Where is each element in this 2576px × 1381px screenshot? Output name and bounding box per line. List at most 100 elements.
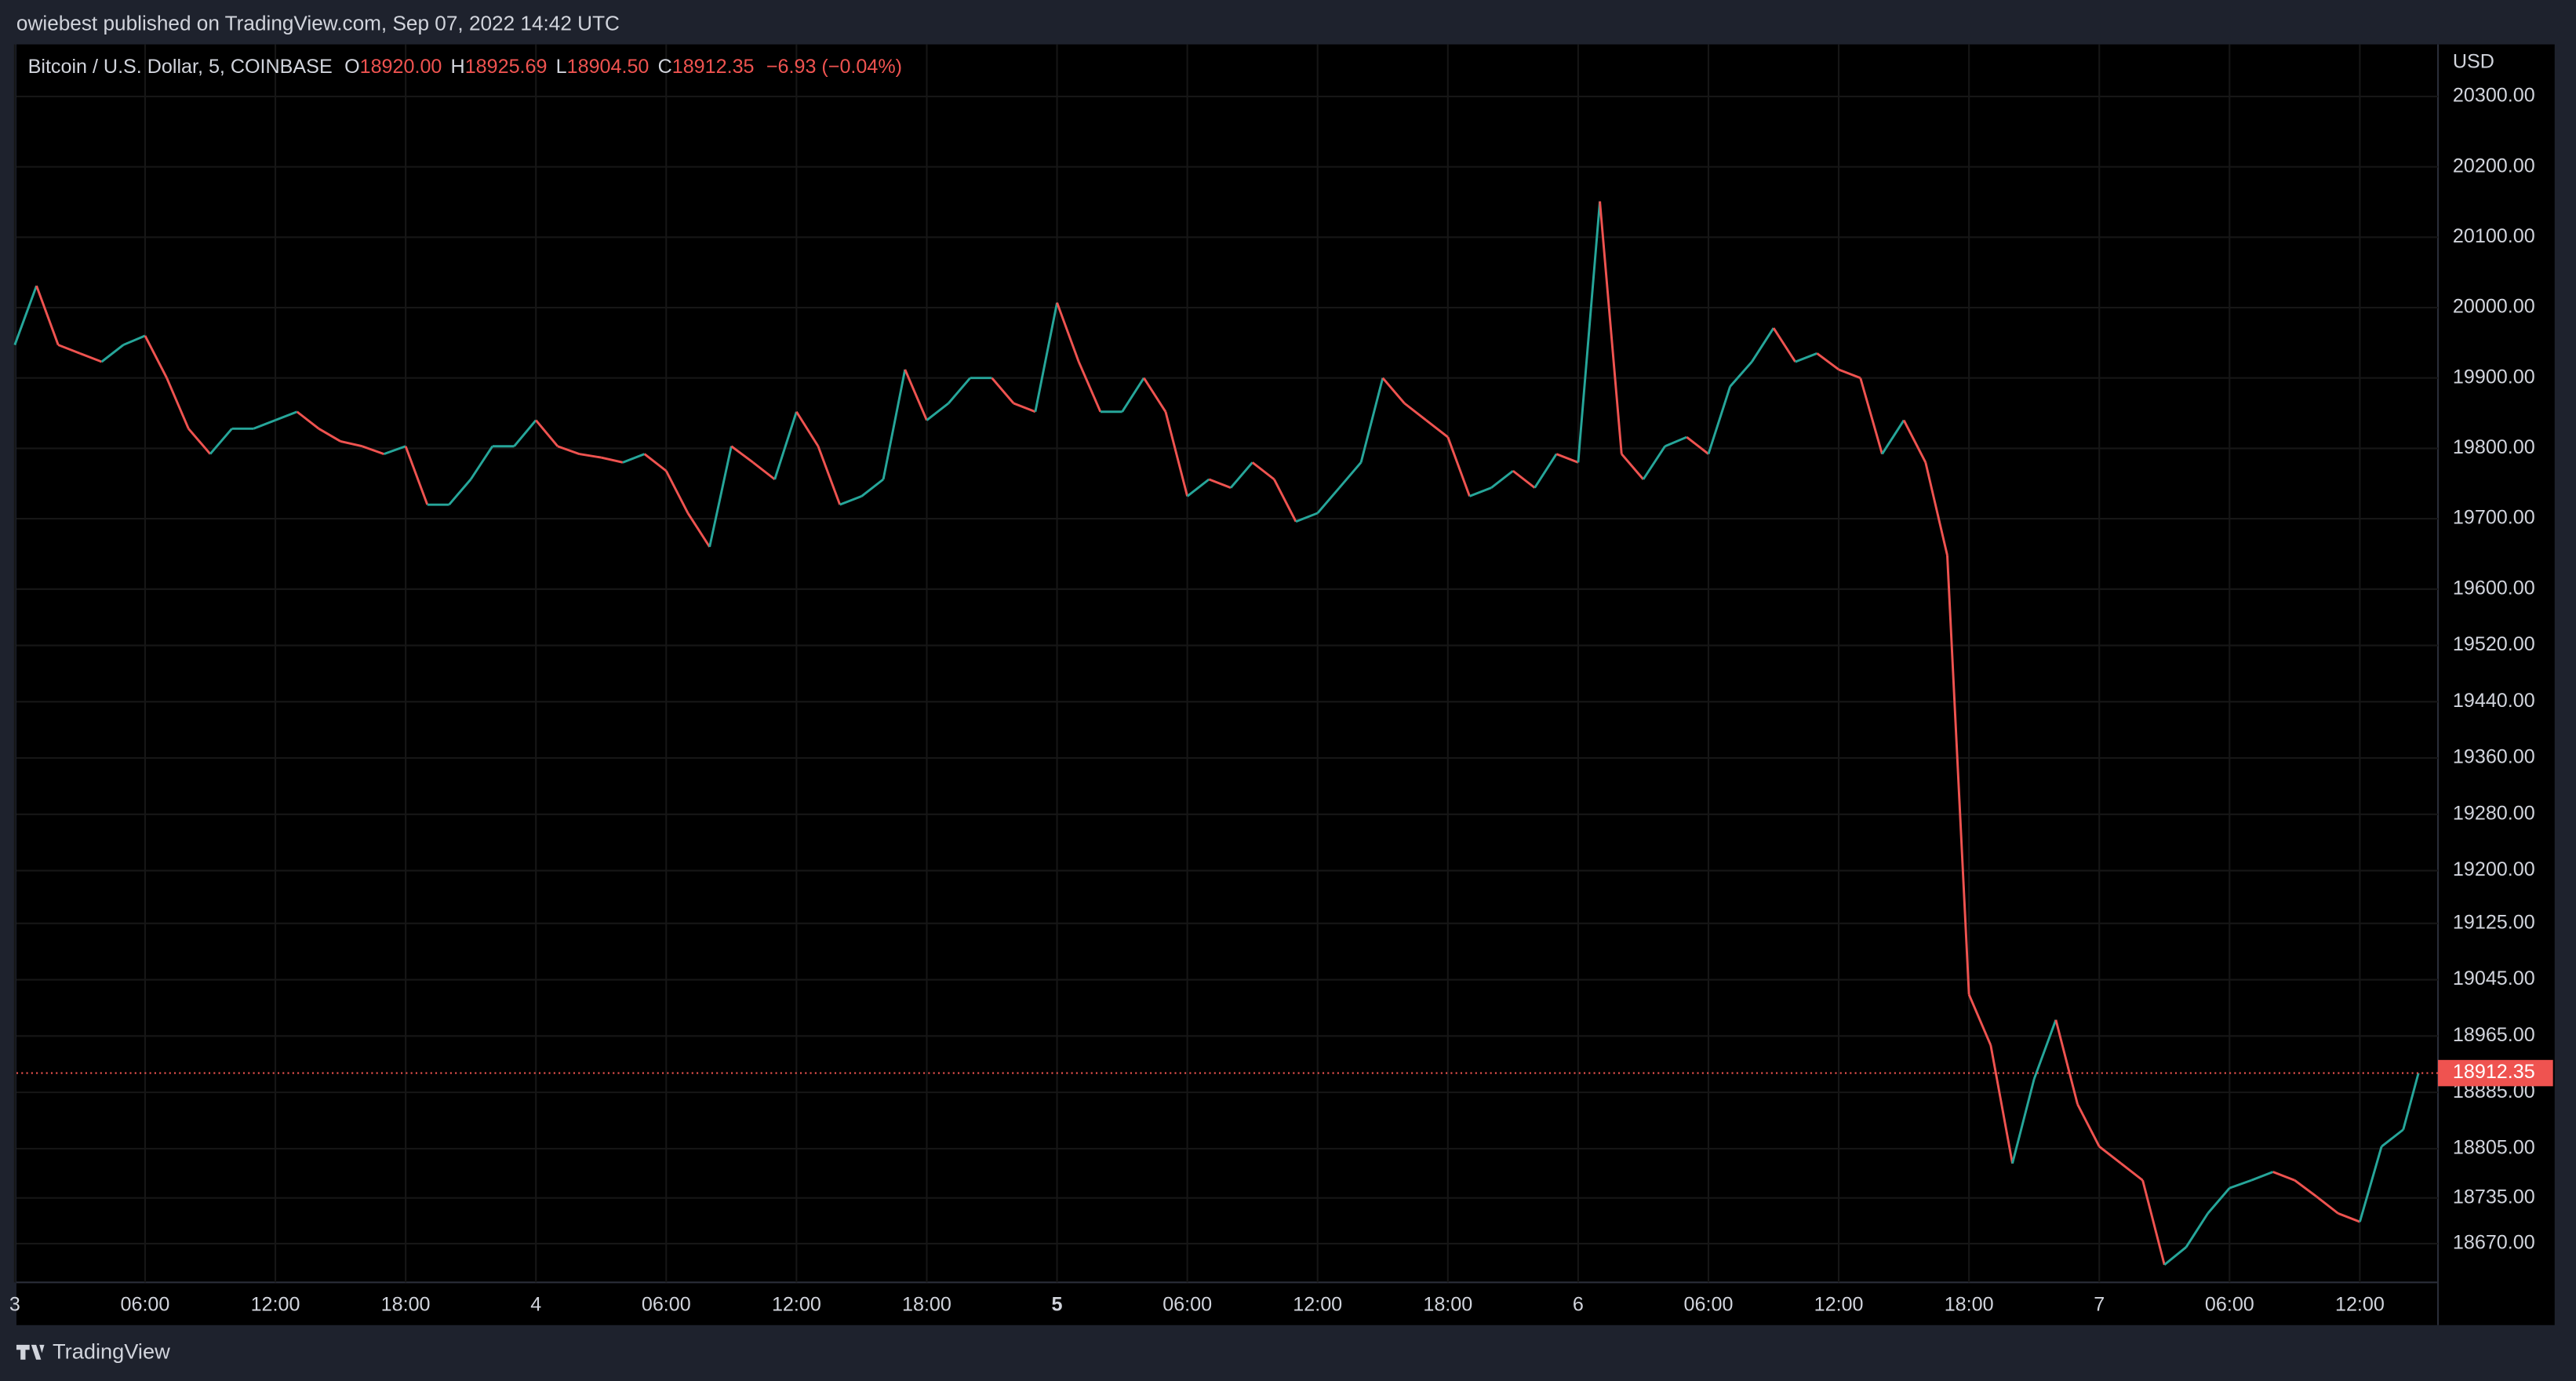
y-tick-label: 19800.00 (2453, 436, 2535, 458)
brand-logo (16, 1344, 45, 1360)
price-segment (166, 377, 190, 429)
price-segment (2338, 1212, 2360, 1223)
price-segment (2316, 1195, 2339, 1215)
price-segment (2032, 1019, 2058, 1080)
y-tick-label: 18965.00 (2453, 1024, 2535, 1046)
price-segment (448, 478, 472, 506)
price-segment (2272, 1171, 2295, 1182)
price-segment (2098, 1146, 2122, 1164)
x-tick-label: 06:00 (121, 1293, 170, 1315)
price-segment (1077, 361, 1102, 413)
price-segment (752, 461, 776, 481)
price-segment (1381, 377, 1406, 404)
price-segment (1056, 302, 1080, 363)
price-segment (1946, 555, 1970, 995)
price-segment (557, 445, 580, 455)
price-segment (1967, 993, 1992, 1046)
price-segment (1924, 462, 1948, 556)
price-segment (1772, 327, 1796, 363)
price-segment (1143, 377, 1167, 413)
price-segment (1468, 486, 1492, 497)
price-segment (904, 369, 928, 421)
price-segment (1403, 402, 1428, 421)
price-segment (2185, 1212, 2209, 1248)
price-segment (1859, 377, 1883, 454)
price-segment (708, 446, 733, 548)
price-segment (1795, 352, 1817, 363)
price-segment (622, 453, 646, 464)
price-segment (13, 285, 38, 346)
price-segment (383, 445, 406, 455)
price-segment (664, 470, 689, 514)
price-segment (100, 344, 125, 363)
y-tick-label: 19045.00 (2453, 967, 2535, 989)
y-tick-label: 19900.00 (2453, 366, 2535, 388)
price-segment (2402, 1073, 2420, 1131)
price-segment (1446, 436, 1471, 497)
x-tick-label: 12:00 (1814, 1293, 1864, 1315)
price-segment (882, 369, 907, 480)
price-segment (1338, 461, 1363, 489)
price-segment (926, 402, 950, 421)
h-value: 18925.69 (465, 56, 548, 78)
price-segment (404, 446, 429, 505)
brand: TradingView (53, 1339, 170, 1364)
price-segment (362, 445, 384, 455)
y-tick-label: 20300.00 (2453, 85, 2535, 107)
price-segment (340, 440, 363, 448)
x-tick-label: 5 (1052, 1293, 1063, 1315)
last-price-badge (2438, 1059, 2553, 1087)
price-segment (122, 334, 146, 346)
price-segment (1707, 386, 1732, 455)
y-tick-label: 18805.00 (2453, 1137, 2535, 1159)
price-segment (1512, 469, 1536, 489)
price-segment (1229, 461, 1253, 489)
price-segment (1751, 327, 1775, 363)
change: −6.93 (−0.04%) (766, 56, 902, 78)
y-tick-label: 19125.00 (2453, 911, 2535, 933)
price-segment (469, 445, 494, 480)
x-tick-label: 12:00 (1293, 1293, 1342, 1315)
price-segment (1034, 302, 1058, 413)
price-segment (795, 410, 820, 447)
price-segment (1121, 377, 1145, 413)
price-segment (2359, 1146, 2383, 1222)
price-segment (296, 410, 320, 430)
y-tick-label: 19440.00 (2453, 690, 2535, 712)
price-segment (643, 453, 668, 472)
x-tick-label: 4 (530, 1293, 541, 1315)
o-value: 18920.00 (360, 56, 442, 78)
y-tick-label: 20100.00 (2453, 225, 2535, 247)
price-segment (1316, 486, 1341, 514)
price-segment (1251, 461, 1275, 481)
price-segment (1599, 201, 1623, 454)
price-segment (1902, 419, 1927, 464)
plot: 18670.0018735.0018805.0018885.0018965.00… (9, 44, 2553, 1315)
x-tick-label: 6 (1573, 1293, 1584, 1315)
price-segment (1816, 352, 1839, 371)
x-tick-label: 7 (2094, 1293, 2105, 1315)
y-tick-label: 19520.00 (2453, 633, 2535, 655)
x-tick-label: 06:00 (1684, 1293, 1734, 1315)
x-tick-label: 06:00 (2205, 1293, 2254, 1315)
x-tick-label: 18:00 (902, 1293, 951, 1315)
c-value: 18912.35 (672, 56, 755, 78)
price-segment (1490, 469, 1514, 489)
price-segment (2076, 1103, 2101, 1147)
y-tick-label: 19200.00 (2453, 858, 2535, 880)
price-segment (275, 410, 298, 421)
x-tick-label: 12:00 (2335, 1293, 2385, 1315)
price-segment (1838, 368, 1861, 380)
price-segment (2163, 1246, 2187, 1266)
price-segment (817, 446, 842, 505)
price-segment (187, 428, 212, 455)
price-segment (773, 411, 798, 480)
price-segment (1295, 512, 1319, 523)
l-label: L (556, 56, 567, 78)
y-tick-label: 20200.00 (2453, 155, 2535, 177)
x-tick-label: 12:00 (772, 1293, 821, 1315)
price-segment (57, 344, 81, 355)
x-tick-label: 18:00 (1945, 1293, 1994, 1315)
